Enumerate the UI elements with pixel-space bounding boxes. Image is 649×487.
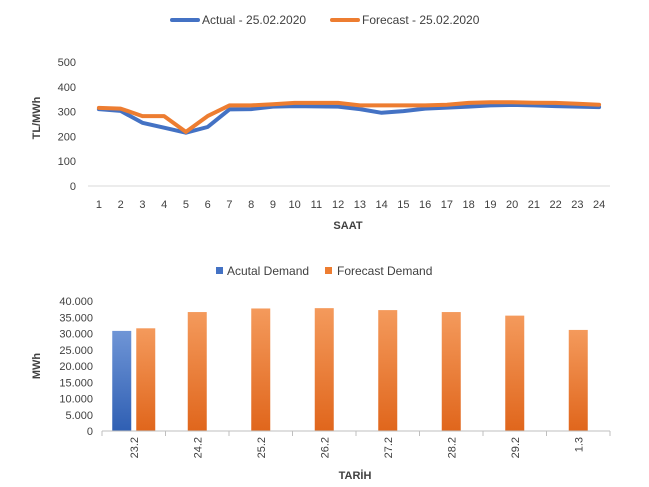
line-y-tick-label: 100: [58, 156, 76, 168]
line-y-tick-label: 200: [58, 131, 76, 143]
line-x-ticks: 1 2 3 4 5 6 7 8 9 10 11 12 13 14 15 16 17 18 19 20 21 22 23 24: [96, 199, 605, 211]
line-x-tick-label: 6: [205, 199, 211, 211]
bar-x-tick-label: 27.2: [383, 437, 395, 458]
bar-x-tick-label: 1.3: [573, 437, 585, 452]
line-legend: Actual - 25.02.2020 Forecast - 25.02.202…: [170, 13, 480, 27]
line-x-tick-label: 1: [96, 199, 102, 211]
line-y-axis-title: TL/MWh: [31, 96, 43, 139]
bar-forecast-demand[interactable]: [378, 310, 398, 431]
line-series-forecast[interactable]: [96, 100, 602, 134]
line-series-actual[interactable]: [96, 102, 602, 135]
bar-forecast-demand[interactable]: [505, 315, 525, 431]
line-x-tick-label: 5: [183, 199, 189, 211]
line-y-tick-label: 400: [58, 82, 76, 94]
bar-y-tick-label: 40.000: [59, 296, 93, 308]
bar-y-tick-label: 35.000: [59, 312, 93, 324]
line-x-tick-label: 23: [571, 199, 583, 211]
line-chart: Actual - 25.02.2020 Forecast - 25.02.202…: [31, 13, 610, 232]
legend-swatch-forecast-demand: [325, 267, 332, 274]
line-x-tick-label: 11: [311, 199, 322, 211]
line-x-tick-label: 14: [376, 199, 388, 211]
bar-x-ticks: 23.2 24.2 25.2 26.2 27.2 28.2 29.2 1.3: [101, 431, 611, 458]
line-x-tick-label: 22: [550, 199, 562, 211]
line-x-tick-label: 4: [161, 199, 167, 211]
bar-x-tick-label: 25.2: [256, 437, 268, 458]
bar-y-tick-label: 5.000: [65, 410, 93, 422]
bar-forecast-demand[interactable]: [136, 328, 156, 431]
legend-label-actual: Actual - 25.02.2020: [202, 13, 306, 27]
line-x-tick-label: 20: [506, 199, 518, 211]
bar-x-tick-label: 28.2: [446, 437, 458, 458]
line-x-tick-label: 15: [397, 199, 409, 211]
line-x-tick-label: 9: [270, 199, 276, 211]
line-y-tick-label: 500: [58, 57, 76, 69]
legend-item-forecast[interactable]: Forecast - 25.02.2020: [330, 13, 480, 27]
bar-x-tick-label: 26.2: [319, 437, 331, 458]
bar-y-ticks: 0 5.000 10.000 15.000 20.000 25.000 30.000 35.0…: [59, 296, 93, 438]
line-x-tick-label: 12: [332, 199, 344, 211]
bar-y-tick-label: 20.000: [59, 361, 93, 373]
legend-item-actual-demand[interactable]: Acutal Demand: [216, 264, 309, 278]
legend-label-forecast: Forecast - 25.02.2020: [362, 13, 480, 27]
line-x-tick-label: 17: [441, 199, 453, 211]
bar-forecast-demand[interactable]: [314, 308, 334, 431]
bar-x-tick-label: 23.2: [129, 437, 141, 458]
legend-item-actual[interactable]: Actual - 25.02.2020: [170, 13, 306, 27]
bar-x-tick-label: 29.2: [510, 437, 522, 458]
line-x-axis-title: SAAT: [333, 220, 362, 232]
bar-series-group: [112, 308, 588, 431]
line-x-tick-label: 8: [248, 199, 254, 211]
bar-y-tick-label: 15.000: [59, 377, 93, 389]
bar-y-tick-label: 25.000: [59, 345, 93, 357]
legend-item-forecast-demand[interactable]: Forecast Demand: [325, 264, 432, 278]
bar-legend: Acutal Demand Forecast Demand: [216, 264, 432, 278]
line-x-tick-label: 19: [484, 199, 496, 211]
line-x-tick-label: 24: [593, 199, 605, 211]
bar-y-axis-title: MWh: [31, 353, 43, 380]
line-series-group: [96, 100, 602, 135]
line-x-tick-label: 16: [419, 199, 431, 211]
legend-label-actual-demand: Acutal Demand: [227, 264, 309, 278]
line-y-tick-label: 300: [58, 107, 76, 119]
line-x-tick-label: 21: [528, 199, 540, 211]
legend-swatch-actual-demand: [216, 267, 223, 274]
legend-label-forecast-demand: Forecast Demand: [337, 264, 432, 278]
line-x-tick-label: 13: [354, 199, 366, 211]
line-x-tick-label: 3: [139, 199, 145, 211]
bar-y-tick-label: 10.000: [59, 394, 93, 406]
line-y-ticks: 0 100 200 300 400 500: [58, 57, 76, 193]
bar-y-tick-label: 30.000: [59, 329, 93, 341]
bar-forecast-demand[interactable]: [187, 312, 207, 431]
bar-chart: Acutal Demand Forecast Demand 0 5.000 10.0…: [31, 264, 611, 482]
line-x-tick-label: 10: [289, 199, 301, 211]
line-x-tick-label: 7: [226, 199, 232, 211]
line-x-tick-label: 18: [463, 199, 475, 211]
line-x-tick-label: 2: [118, 199, 124, 211]
bar-x-tick-label: 24.2: [192, 437, 204, 458]
bar-actual-demand[interactable]: [112, 330, 132, 431]
bar-forecast-demand[interactable]: [251, 308, 271, 431]
line-y-tick-label: 0: [70, 181, 76, 193]
bar-forecast-demand[interactable]: [441, 312, 461, 431]
bar-y-tick-label: 0: [87, 426, 93, 438]
bar-x-axis-title: TARİH: [339, 469, 372, 482]
bar-forecast-demand[interactable]: [568, 329, 588, 431]
